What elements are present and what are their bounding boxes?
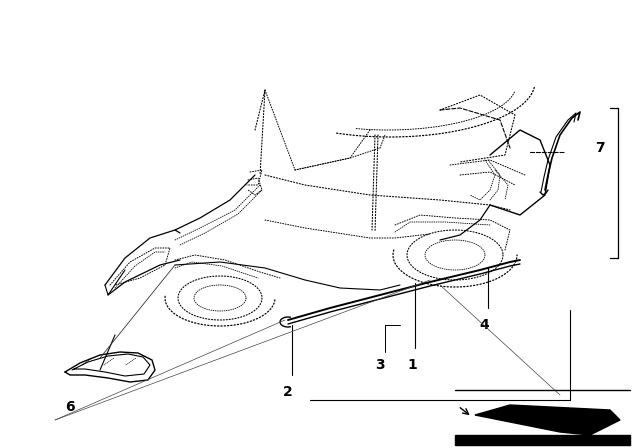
Text: 7: 7	[595, 141, 605, 155]
Text: 3: 3	[375, 358, 385, 372]
Text: 4: 4	[479, 318, 489, 332]
Text: 2: 2	[283, 385, 293, 399]
Text: 00183717: 00183717	[517, 438, 567, 448]
Polygon shape	[475, 405, 620, 435]
Text: 6: 6	[65, 400, 75, 414]
Text: 5: 5	[557, 408, 567, 422]
Polygon shape	[455, 435, 630, 445]
Text: 1: 1	[407, 358, 417, 372]
